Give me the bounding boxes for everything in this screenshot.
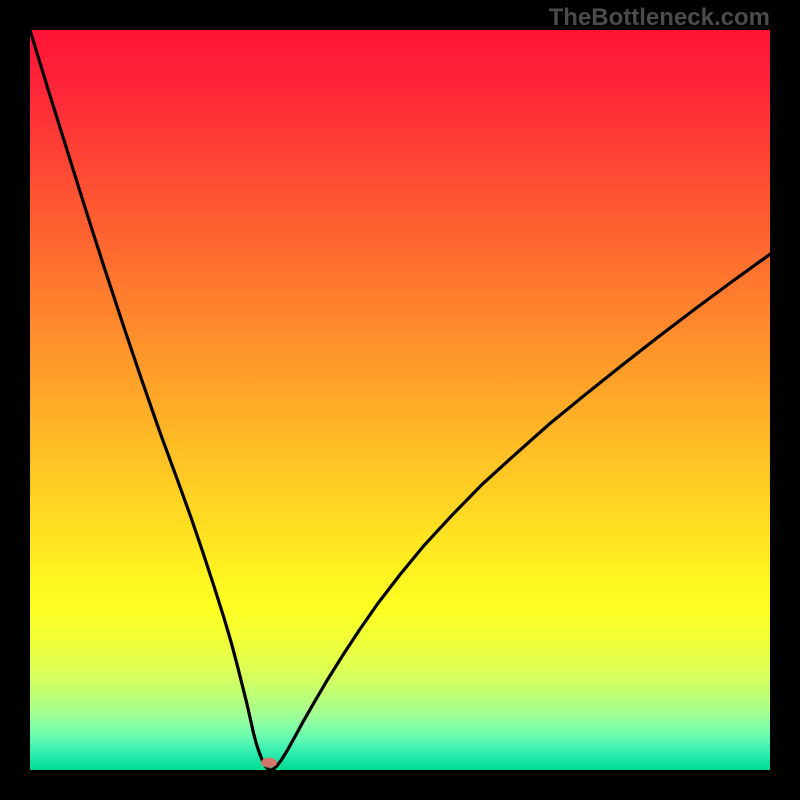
optimal-point-marker (261, 758, 277, 768)
watermark-text: TheBottleneck.com (549, 4, 770, 32)
chart-svg (30, 30, 770, 770)
chart-background (30, 30, 770, 770)
chart-frame: TheBottleneck.com (0, 0, 800, 800)
plot-area (30, 30, 770, 770)
